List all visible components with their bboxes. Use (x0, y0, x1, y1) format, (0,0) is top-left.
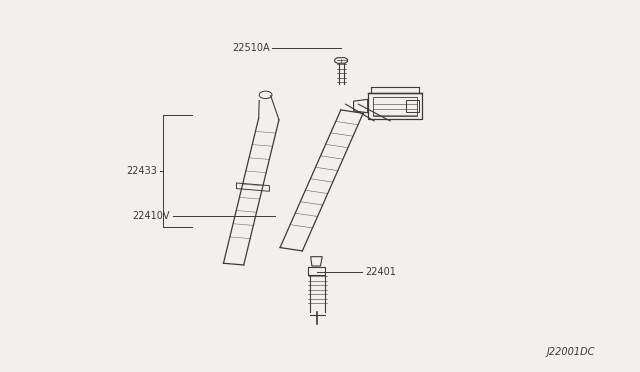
Text: 22510A: 22510A (232, 44, 270, 53)
Text: 22410V: 22410V (132, 211, 170, 221)
Text: 22433: 22433 (126, 166, 157, 176)
Text: J22001DC: J22001DC (547, 347, 595, 357)
Text: 22401: 22401 (365, 267, 396, 276)
